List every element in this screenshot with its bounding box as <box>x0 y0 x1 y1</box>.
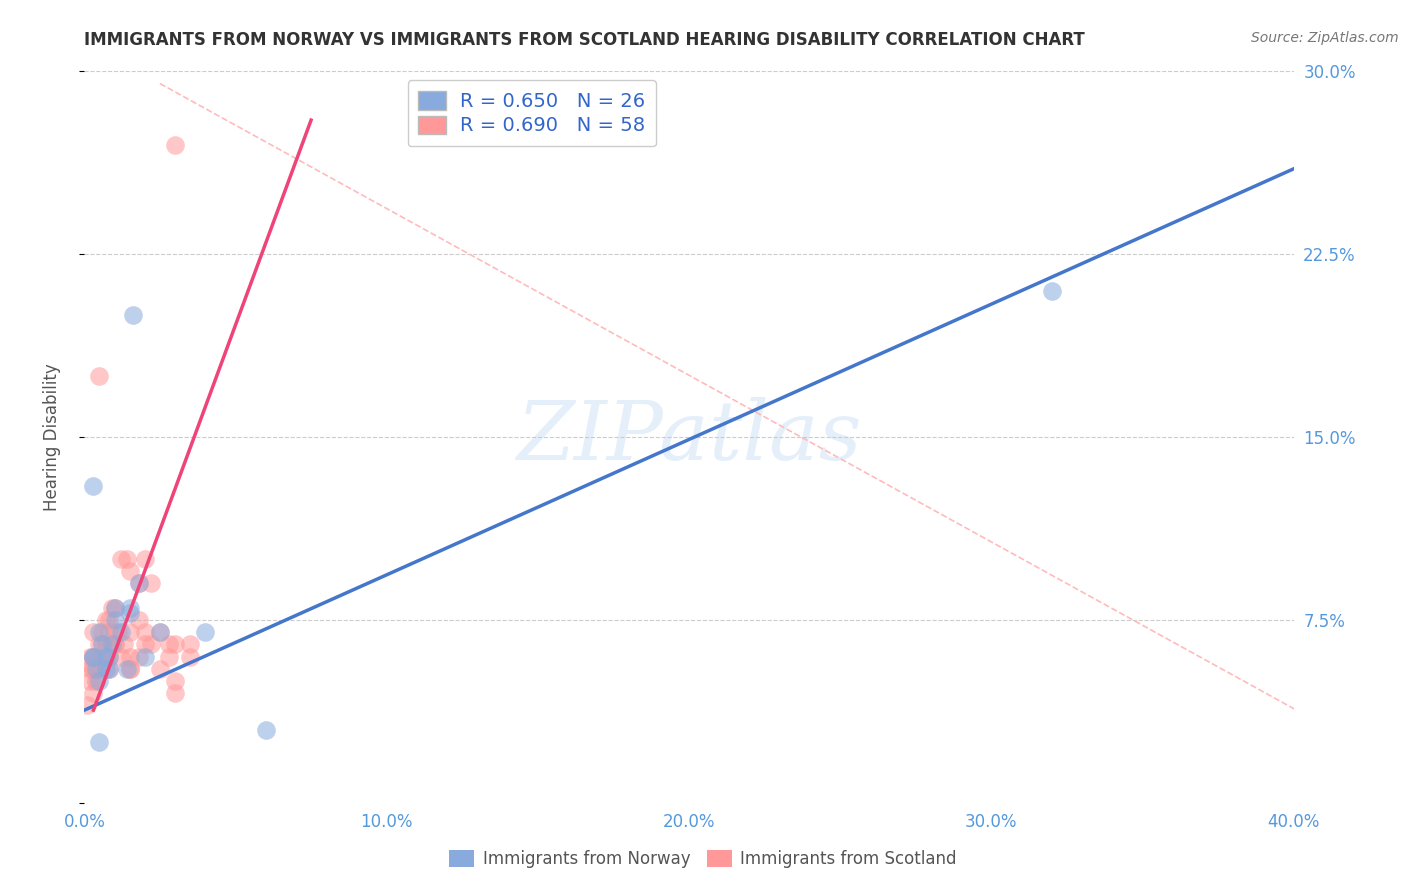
Point <box>128 649 150 664</box>
Point <box>91 637 114 651</box>
Point <box>254 723 277 737</box>
Point <box>89 369 111 384</box>
Point <box>86 673 108 688</box>
Point <box>82 479 104 493</box>
Point <box>165 637 187 651</box>
Point <box>104 600 127 615</box>
Point <box>100 637 122 651</box>
Point <box>97 613 120 627</box>
Point <box>89 735 111 749</box>
Point <box>86 662 108 676</box>
Point <box>128 613 150 627</box>
Point <box>94 613 117 627</box>
Point <box>139 576 162 591</box>
Point <box>97 649 120 664</box>
Point <box>157 637 180 651</box>
Point <box>100 600 122 615</box>
Point <box>91 649 114 664</box>
Point <box>82 662 104 676</box>
Point <box>134 649 156 664</box>
Point <box>165 686 187 700</box>
Point <box>107 625 129 640</box>
Point <box>179 649 201 664</box>
Point <box>97 662 120 676</box>
Point <box>194 625 217 640</box>
Point <box>104 637 127 651</box>
Point <box>128 576 150 591</box>
Point <box>82 625 104 640</box>
Point <box>86 649 108 664</box>
Point <box>118 600 141 615</box>
Point <box>76 698 98 713</box>
Point <box>104 637 127 651</box>
Point <box>112 637 135 651</box>
Legend: Immigrants from Norway, Immigrants from Scotland: Immigrants from Norway, Immigrants from … <box>443 843 963 875</box>
Text: IMMIGRANTS FROM NORWAY VS IMMIGRANTS FROM SCOTLAND HEARING DISABILITY CORRELATIO: IMMIGRANTS FROM NORWAY VS IMMIGRANTS FRO… <box>84 31 1085 49</box>
Point <box>94 637 117 651</box>
Point <box>91 625 114 640</box>
Point <box>89 662 111 676</box>
Point <box>110 552 132 566</box>
Point <box>104 613 127 627</box>
Point <box>134 625 156 640</box>
Point <box>118 606 141 620</box>
Text: Source: ZipAtlas.com: Source: ZipAtlas.com <box>1251 31 1399 45</box>
Point <box>115 662 138 676</box>
Point <box>104 600 127 615</box>
Point <box>118 625 141 640</box>
Point <box>110 625 132 640</box>
Point <box>91 637 114 651</box>
Point <box>115 552 138 566</box>
Point <box>118 564 141 578</box>
Point <box>82 649 104 664</box>
Point <box>94 649 117 664</box>
Text: ZIPatlas: ZIPatlas <box>516 397 862 477</box>
Point <box>86 673 108 688</box>
Point <box>97 625 120 640</box>
Point <box>134 637 156 651</box>
Point <box>139 637 162 651</box>
Point <box>82 662 104 676</box>
Point <box>110 649 132 664</box>
Point <box>89 673 111 688</box>
Point <box>165 137 187 152</box>
Point <box>134 552 156 566</box>
Point <box>149 625 172 640</box>
Point <box>149 625 172 640</box>
Point <box>82 686 104 700</box>
Point <box>82 649 104 664</box>
Point <box>165 673 187 688</box>
Point <box>94 662 117 676</box>
Point <box>79 649 101 664</box>
Point <box>1040 284 1063 298</box>
Point <box>157 649 180 664</box>
Legend: R = 0.650   N = 26, R = 0.690   N = 58: R = 0.650 N = 26, R = 0.690 N = 58 <box>408 80 657 146</box>
Point <box>79 662 101 676</box>
Point <box>97 662 120 676</box>
Point <box>97 649 120 664</box>
Point <box>118 649 141 664</box>
Point <box>149 662 172 676</box>
Point <box>94 649 117 664</box>
Point <box>104 625 127 640</box>
Point <box>179 637 201 651</box>
Point <box>89 625 111 640</box>
Point <box>79 673 101 688</box>
Point <box>89 637 111 651</box>
Point <box>118 662 141 676</box>
Point <box>118 662 141 676</box>
Point <box>82 649 104 664</box>
Point <box>121 308 143 322</box>
Y-axis label: Hearing Disability: Hearing Disability <box>42 363 60 511</box>
Point <box>128 576 150 591</box>
